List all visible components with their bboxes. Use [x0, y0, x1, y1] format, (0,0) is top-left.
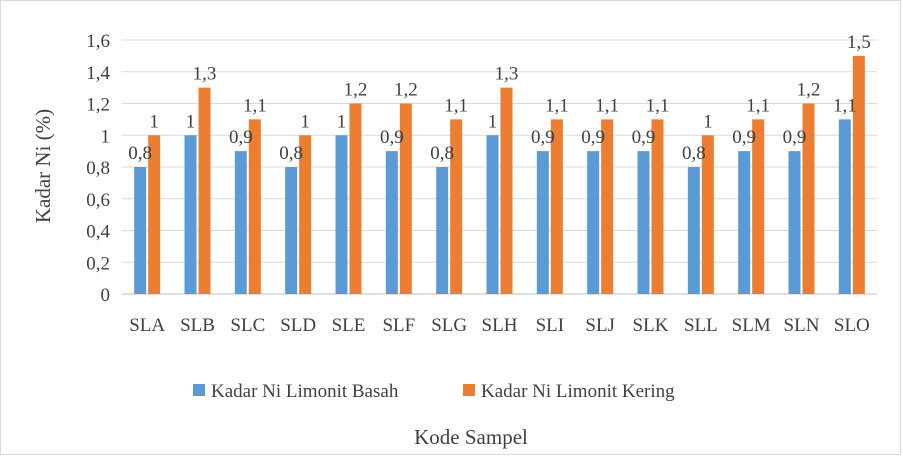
bar-kering	[148, 135, 161, 294]
x-tick-label: SLJ	[585, 315, 615, 336]
bar-basah	[738, 151, 751, 294]
bar-kering	[248, 119, 261, 294]
y-tick-label: 0	[101, 285, 111, 306]
y-tick-label: 0,2	[86, 253, 110, 274]
bar-kering	[601, 119, 614, 294]
bar-kering	[299, 135, 312, 294]
data-label-kering: 1,2	[344, 80, 368, 101]
bar-basah	[134, 167, 147, 294]
y-tick-label: 1,6	[86, 31, 110, 52]
data-label-basah: 0,8	[430, 143, 454, 164]
data-labels: 0,8 1 1 1,3 0,9 1,1 0,8 1 1 1,2 0,9 1,2 0,8 1,1 1 1,3 0,…	[128, 32, 870, 164]
grid-lines	[122, 39, 877, 295]
bar-basah	[536, 151, 549, 294]
bar-kering	[752, 119, 765, 294]
data-label-basah: 1	[186, 111, 196, 132]
bar-basah	[285, 167, 298, 294]
y-tick-label: 0,4	[86, 222, 110, 243]
data-label-basah: 0,9	[581, 127, 605, 148]
x-axis-title: Kode Sampel	[414, 425, 528, 449]
y-tick-label: 1	[101, 126, 111, 147]
data-label-kering: 1	[703, 111, 713, 132]
bar-basah	[184, 135, 197, 294]
data-label-basah: 0,9	[380, 127, 404, 148]
bar-kering	[198, 87, 211, 294]
bar-kering	[550, 119, 563, 294]
data-label-basah: 0,9	[632, 127, 656, 148]
x-tick-labels: SLA SLB SLC SLD SLE SLF SLG SLH SLI SLJ SLK SLL SLM S…	[129, 315, 870, 336]
bar-basah	[687, 167, 700, 294]
x-tick-label: SLB	[180, 315, 215, 336]
legend-swatch-basah	[193, 384, 205, 396]
bar-basah	[788, 151, 801, 294]
x-tick-label: SLK	[633, 315, 669, 336]
y-tick-label: 0,8	[86, 158, 110, 179]
bar-kering	[399, 103, 412, 294]
x-tick-label: SLM	[732, 315, 771, 336]
x-tick-label: SLC	[230, 315, 265, 336]
data-label-kering: 1,3	[193, 64, 217, 85]
data-label-kering: 1,1	[545, 95, 569, 116]
data-label-kering: 1	[149, 111, 159, 132]
legend-swatch-kering	[463, 384, 475, 396]
x-tick-label: SLH	[482, 315, 518, 336]
y-tick-label: 1,4	[86, 63, 110, 84]
bar-basah	[486, 135, 499, 294]
x-tick-label: SLG	[431, 315, 467, 336]
data-label-kering: 1,5	[847, 32, 871, 53]
bar-kering	[500, 87, 513, 294]
bar-basah	[838, 119, 851, 294]
data-label-basah: 0,9	[783, 127, 807, 148]
x-tick-label: SLF	[382, 315, 415, 336]
bar-basah	[385, 151, 398, 294]
data-label-basah: 1	[337, 111, 347, 132]
data-label-basah: 0,8	[279, 143, 303, 164]
data-label-basah: 1	[488, 111, 498, 132]
legend-label-basah: Kadar Ni Limonit Basah	[211, 381, 399, 402]
x-tick-label: SLD	[280, 315, 316, 336]
data-label-basah: 0,8	[128, 143, 152, 164]
x-tick-label: SLI	[536, 315, 565, 336]
data-label-kering: 1,1	[746, 95, 770, 116]
data-label-basah: 1,1	[833, 95, 857, 116]
data-label-kering: 1,1	[444, 95, 468, 116]
data-label-basah: 0,9	[229, 127, 253, 148]
x-tick-label: SLL	[684, 315, 718, 336]
bar-kering	[802, 103, 815, 294]
data-label-basah: 0,9	[531, 127, 555, 148]
bar-basah	[335, 135, 348, 294]
data-label-kering: 1,1	[646, 95, 670, 116]
bar-kering	[651, 119, 664, 294]
bar-kering	[701, 135, 714, 294]
data-label-kering: 1,2	[797, 80, 821, 101]
bar-basah	[637, 151, 650, 294]
bar-kering	[852, 55, 865, 294]
y-tick-labels: 0 0,2 0,4 0,6 0,8 1 1,2 1,4 1,6	[86, 31, 110, 306]
bar-basah	[587, 151, 600, 294]
data-label-kering: 1,1	[243, 95, 267, 116]
data-label-kering: 1,2	[394, 80, 418, 101]
x-tick-label: SLE	[332, 315, 366, 336]
data-label-basah: 0,8	[682, 143, 706, 164]
y-tick-label: 1,2	[86, 95, 110, 116]
bar-kering	[349, 103, 362, 294]
bar-basah	[436, 167, 449, 294]
x-tick-label: SLO	[834, 315, 870, 336]
x-tick-label: SLA	[129, 315, 165, 336]
legend: Kadar Ni Limonit Basah Kadar Ni Limonit …	[193, 381, 675, 402]
x-tick-label: SLN	[784, 315, 820, 336]
y-tick-label: 0,6	[86, 190, 110, 211]
data-label-kering: 1	[300, 111, 310, 132]
bar-kering	[450, 119, 463, 294]
data-label-kering: 1,1	[595, 95, 619, 116]
data-label-kering: 1,3	[495, 64, 519, 85]
bar-basah	[234, 151, 247, 294]
legend-label-kering: Kadar Ni Limonit Kering	[481, 381, 675, 402]
y-axis-title: Kadar Ni (%)	[31, 109, 55, 223]
bars	[134, 55, 865, 294]
data-label-basah: 0,9	[732, 127, 756, 148]
